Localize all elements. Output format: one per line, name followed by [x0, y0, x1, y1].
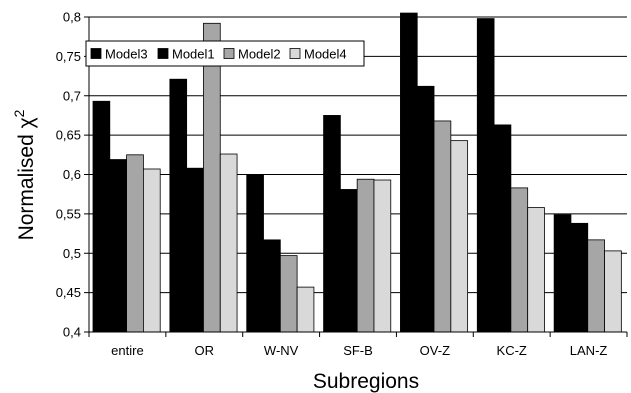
- bar-model4-entire: [142, 168, 161, 333]
- y-tick-label: 0,65: [56, 128, 81, 143]
- x-tick-label: SF-B: [343, 343, 373, 358]
- y-tick-label: 0,5: [63, 246, 81, 261]
- bar-model3-kc-z: [476, 18, 495, 333]
- bar-model1-lan-z: [570, 222, 589, 333]
- x-tick-labels: entire OR W-NV SF-B OV-Z KC-Z LAN-Z: [88, 332, 628, 358]
- x-axis-label: Subregions: [313, 370, 419, 393]
- bar-model4-or: [219, 153, 238, 333]
- bar-model4-sf-b: [373, 179, 392, 333]
- x-tick-label: W-NV: [264, 343, 299, 358]
- x-tick-label: OV-Z: [420, 343, 450, 358]
- y-tick-label: 0,55: [56, 206, 81, 221]
- y-tick-label: 0,4: [63, 325, 81, 340]
- y-axis-label-superscript: 2: [11, 109, 27, 117]
- bar-model2-kc-z: [510, 187, 529, 333]
- legend-label-model4: Model4: [304, 47, 347, 62]
- bar-model4-lan-z: [604, 250, 622, 333]
- legend-label-model1: Model1: [172, 47, 215, 62]
- bar-model2-entire: [126, 154, 144, 333]
- legend-label-model3: Model3: [105, 47, 148, 62]
- bar-model1-entire: [109, 159, 128, 333]
- y-axis-label: Normalised χ2: [11, 109, 38, 240]
- y-tick-label: 0,75: [56, 49, 81, 64]
- y-tick-labels: 0,4 0,45 0,5 0,55 0,6 0,65 0,7 0,75 0,8: [56, 10, 89, 340]
- bar-model4-kc-z: [527, 207, 545, 333]
- y-tick-label: 0,7: [63, 88, 81, 103]
- bar-model2-sf-b: [356, 178, 375, 333]
- bar-model2-ov-z: [433, 120, 452, 333]
- legend: Model3 Model1 Model2 Model4: [85, 40, 365, 67]
- legend-label-model2: Model2: [238, 47, 281, 62]
- x-tick-label: entire: [111, 343, 144, 358]
- legend-swatch-model4: [289, 48, 301, 59]
- bar-model3-sf-b: [323, 115, 341, 333]
- legend-swatch-model1: [157, 48, 169, 59]
- y-tick-label: 0,6: [63, 167, 81, 182]
- legend-swatch-model2: [223, 48, 235, 59]
- bar-model1-kc-z: [493, 124, 512, 333]
- x-tick-label: OR: [195, 343, 215, 358]
- legend-swatch-model3: [90, 48, 102, 59]
- bar-model1-ov-z: [416, 85, 435, 333]
- bar-model2-lan-z: [587, 239, 605, 333]
- bar-model3-ov-z: [400, 12, 418, 333]
- bar-model2-w-nv: [279, 255, 298, 333]
- bar-model3-w-nv: [246, 174, 264, 333]
- bar-model3-entire: [92, 100, 111, 333]
- bar-model4-ov-z: [450, 140, 469, 333]
- bar-model3-lan-z: [553, 214, 572, 333]
- bar-model1-w-nv: [263, 239, 281, 333]
- x-tick-label: KC-Z: [497, 343, 527, 358]
- x-tick-label: LAN-Z: [570, 343, 608, 358]
- bar-model1-or: [186, 167, 204, 333]
- bar-model2-or: [203, 22, 221, 333]
- bar-model4-w-nv: [296, 286, 315, 333]
- y-tick-label: 0,45: [56, 285, 81, 300]
- bar-model1-sf-b: [339, 189, 358, 333]
- bar-model3-or: [169, 78, 188, 333]
- y-tick-label: 0,8: [63, 10, 81, 25]
